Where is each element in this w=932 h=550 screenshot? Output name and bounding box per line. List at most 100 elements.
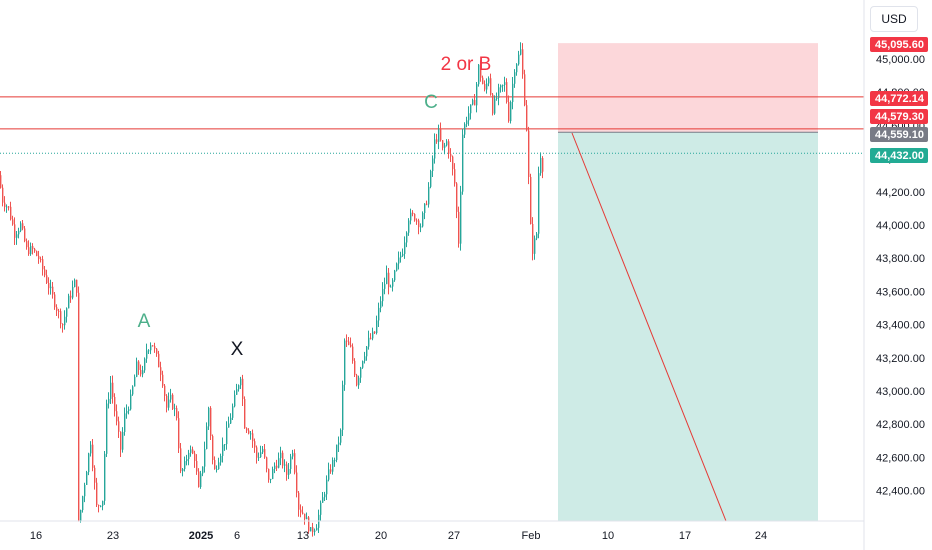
candle-body xyxy=(148,350,150,352)
candle-body xyxy=(344,340,346,385)
candle-body xyxy=(110,382,112,399)
price-badge-bg xyxy=(870,37,928,52)
candle-body xyxy=(326,479,328,495)
candle-body xyxy=(392,280,394,287)
candle-body xyxy=(378,307,380,321)
candle-body xyxy=(288,468,290,475)
candle-body xyxy=(172,394,174,409)
candle-body xyxy=(428,186,430,205)
candle-body xyxy=(498,87,500,98)
candle-body xyxy=(40,259,42,261)
candle-body xyxy=(218,462,220,470)
candle-body xyxy=(114,396,116,412)
candle-body xyxy=(216,469,218,471)
candle-body xyxy=(408,220,410,233)
candle-body xyxy=(78,292,80,521)
candle-body xyxy=(122,431,124,450)
candle-body xyxy=(136,361,138,377)
candle-body xyxy=(18,230,20,235)
candle-body xyxy=(186,459,188,462)
candle-body xyxy=(194,453,196,461)
y-tick-label: 43,400.00 xyxy=(876,320,925,332)
candle-body xyxy=(410,212,412,221)
candle-body xyxy=(282,452,284,466)
price-badge-gray: 44,559.10 xyxy=(870,127,928,142)
candle-body xyxy=(240,378,242,386)
candle-body xyxy=(430,171,432,187)
candle-body xyxy=(476,84,478,106)
candle-body xyxy=(54,294,56,308)
candle-body xyxy=(56,307,58,311)
x-tick-label: Feb xyxy=(522,530,541,542)
currency-button[interactable]: USD xyxy=(870,6,918,32)
candle-body xyxy=(422,212,424,227)
candle-body xyxy=(334,459,336,461)
candle-body xyxy=(280,452,282,459)
candle-body xyxy=(418,220,420,228)
candle-body xyxy=(538,173,540,234)
candle-body xyxy=(390,286,392,288)
candle-body xyxy=(166,395,168,408)
candle-body xyxy=(474,99,476,106)
candle-body xyxy=(58,310,60,312)
candle-body xyxy=(324,494,326,498)
candle-body xyxy=(254,441,256,448)
candle-body xyxy=(84,484,86,497)
candle-body xyxy=(86,472,88,485)
candle-body xyxy=(72,287,74,298)
candle-body xyxy=(432,158,434,172)
candle-body xyxy=(354,360,356,376)
candle-body xyxy=(304,513,306,520)
candle-body xyxy=(448,141,450,154)
candle-body xyxy=(530,176,532,224)
candle-body xyxy=(494,98,496,114)
candle-body xyxy=(370,337,372,339)
candle-body xyxy=(188,452,190,460)
price-badge-text: 44,432.00 xyxy=(875,150,924,162)
candle-body xyxy=(130,394,132,410)
x-tick-label: 23 xyxy=(107,530,119,542)
candle-body xyxy=(496,97,498,99)
candle-body xyxy=(192,449,194,454)
candle-body xyxy=(532,223,534,254)
candle-body xyxy=(32,246,34,249)
candle-body xyxy=(450,153,452,157)
candle-body xyxy=(156,348,158,354)
candle-body xyxy=(336,444,338,460)
candle-body xyxy=(28,247,30,255)
candle-body xyxy=(406,232,408,243)
price-badge-text: 45,095.60 xyxy=(875,39,924,51)
wave-annotations: A X C2 or B xyxy=(138,54,492,360)
candle-body xyxy=(80,510,82,521)
y-tick-label: 45,000.00 xyxy=(876,54,925,66)
candle-body xyxy=(340,429,342,443)
candle-body xyxy=(76,279,78,293)
candle-body xyxy=(348,341,350,345)
candle-body xyxy=(486,83,488,90)
candle-body xyxy=(316,527,318,531)
candle-body xyxy=(460,191,462,244)
candle-body xyxy=(444,145,446,148)
candle-body xyxy=(34,248,36,252)
wave-label-1: X xyxy=(231,339,244,360)
candle-body xyxy=(0,175,2,188)
candle-body xyxy=(528,130,530,177)
candle-body xyxy=(46,275,48,283)
candle-body xyxy=(160,367,162,375)
candle-body xyxy=(64,316,66,326)
price-badge-bg xyxy=(870,109,928,124)
candle-body xyxy=(294,453,296,473)
candle-body xyxy=(10,206,12,220)
candle-body xyxy=(102,500,104,506)
price-badge-red: 44,772.14 xyxy=(870,91,928,106)
candle-body xyxy=(202,466,204,474)
candle-body xyxy=(464,124,466,135)
candle-body xyxy=(308,517,310,532)
candle-body xyxy=(322,497,324,503)
x-tick-label: 2025 xyxy=(189,530,213,542)
candle-body xyxy=(518,54,520,65)
candle-body xyxy=(482,77,484,85)
candle-body xyxy=(332,459,334,472)
